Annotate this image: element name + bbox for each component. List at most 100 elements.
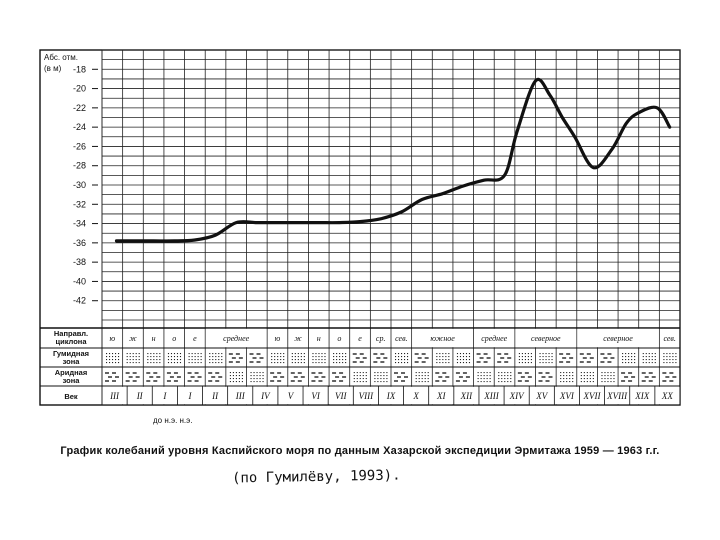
humid-zone-cell xyxy=(545,362,547,364)
arid-zone-cell xyxy=(262,372,264,374)
merged-cell-bg xyxy=(577,328,659,348)
arid-zone-cell xyxy=(563,372,565,374)
humid-zone-cell xyxy=(648,353,650,355)
humid-zone-cell xyxy=(654,353,656,355)
humid-zone-cell xyxy=(126,356,128,358)
arid-zone-cell xyxy=(613,372,615,374)
cyclone-direction-label: о xyxy=(337,334,341,343)
humid-zone-cell xyxy=(542,362,544,364)
humid-zone-cell xyxy=(109,353,111,355)
arid-zone-cell xyxy=(262,375,264,377)
century-label: IV xyxy=(260,391,271,401)
humid-zone-cell xyxy=(132,359,134,361)
humid-zone-cell xyxy=(106,362,108,364)
humid-zone-cell xyxy=(200,353,202,355)
humid-zone-cell xyxy=(194,356,196,358)
row-label: Направл. xyxy=(54,329,88,338)
humid-zone-cell xyxy=(666,362,668,364)
humid-zone-cell xyxy=(634,359,636,361)
arid-zone-cell xyxy=(250,378,252,380)
humid-zone-cell xyxy=(215,356,217,358)
humid-zone-cell xyxy=(271,353,273,355)
arid-zone-cell xyxy=(365,372,367,374)
humid-zone-cell xyxy=(135,359,137,361)
humid-zone-cell xyxy=(277,359,279,361)
arid-zone-cell xyxy=(583,381,585,383)
humid-zone-cell xyxy=(634,362,636,364)
humid-zone-cell xyxy=(398,362,400,364)
humid-zone-cell xyxy=(336,359,338,361)
arid-zone-cell xyxy=(480,381,482,383)
arid-zone-cell xyxy=(569,372,571,374)
humid-zone-cell xyxy=(445,356,447,358)
arid-zone-cell xyxy=(569,375,571,377)
humid-zone-cell xyxy=(675,362,677,364)
humid-zone-cell xyxy=(622,353,624,355)
humid-zone-cell xyxy=(200,362,202,364)
arid-zone-cell xyxy=(592,381,594,383)
arid-zone-cell xyxy=(498,375,500,377)
humid-zone-cell xyxy=(468,353,471,355)
arid-zone-cell xyxy=(380,375,382,377)
arid-zone-cell xyxy=(601,378,603,380)
humid-zone-cell xyxy=(551,356,553,358)
humid-zone-cell xyxy=(548,362,550,364)
humid-zone-cell xyxy=(539,353,541,355)
arid-zone-cell xyxy=(256,378,258,380)
row-label-bg xyxy=(41,329,101,347)
humid-zone-cell xyxy=(448,356,450,358)
humid-zone-cell xyxy=(634,356,636,358)
humid-zone-cell xyxy=(173,356,176,358)
humid-zone-cell xyxy=(170,353,173,355)
humid-zone-cell xyxy=(291,362,293,364)
arid-zone-cell xyxy=(359,375,361,377)
humid-zone-cell xyxy=(277,356,279,358)
arid-zone-cell xyxy=(353,375,355,377)
humid-zone-cell xyxy=(167,353,170,355)
humid-zone-cell xyxy=(654,356,656,358)
arid-zone-cell xyxy=(569,378,571,380)
arid-zone-cell xyxy=(560,378,562,380)
humid-zone-cell xyxy=(294,356,296,358)
humid-zone-cell xyxy=(628,353,630,355)
humid-zone-cell xyxy=(404,353,406,355)
arid-zone-cell xyxy=(507,381,509,383)
arid-zone-cell xyxy=(253,378,255,380)
arid-zone-cell xyxy=(383,378,385,380)
humid-zone-cell xyxy=(333,359,335,361)
arid-zone-cell xyxy=(592,375,594,377)
arid-zone-cell xyxy=(262,381,264,383)
arid-zone-cell xyxy=(238,381,240,383)
humid-zone-cell xyxy=(312,359,314,361)
arid-zone-cell xyxy=(421,381,423,383)
humid-zone-cell xyxy=(345,356,347,358)
humid-zone-cell xyxy=(129,356,131,358)
row-label-bg xyxy=(41,349,101,366)
arid-zone-cell xyxy=(560,372,562,374)
humid-zone-cell xyxy=(315,362,317,364)
humid-zone-cell xyxy=(436,359,438,361)
humid-zone-cell xyxy=(159,353,161,355)
arid-zone-cell xyxy=(589,378,591,380)
humid-zone-cell xyxy=(176,353,179,355)
arid-zone-cell xyxy=(607,372,609,374)
humid-zone-cell xyxy=(212,356,214,358)
arid-zone-cell xyxy=(566,372,568,374)
humid-zone-cell xyxy=(345,353,347,355)
humid-zone-cell xyxy=(527,356,529,358)
humid-zone-cell xyxy=(666,356,668,358)
humid-zone-cell xyxy=(395,362,397,364)
century-label: I xyxy=(162,391,167,401)
cyclone-direction-label: ю xyxy=(275,334,281,343)
humid-zone-cell xyxy=(112,353,114,355)
century-label: XII xyxy=(460,391,473,401)
humid-zone-cell xyxy=(439,356,441,358)
arid-zone-cell xyxy=(418,381,420,383)
humid-zone-cell xyxy=(118,362,120,364)
humid-zone-cell xyxy=(179,359,182,361)
humid-zone-cell xyxy=(395,359,397,361)
humid-zone-cell xyxy=(291,359,293,361)
arid-zone-cell xyxy=(583,378,585,380)
humid-zone-cell xyxy=(156,356,158,358)
